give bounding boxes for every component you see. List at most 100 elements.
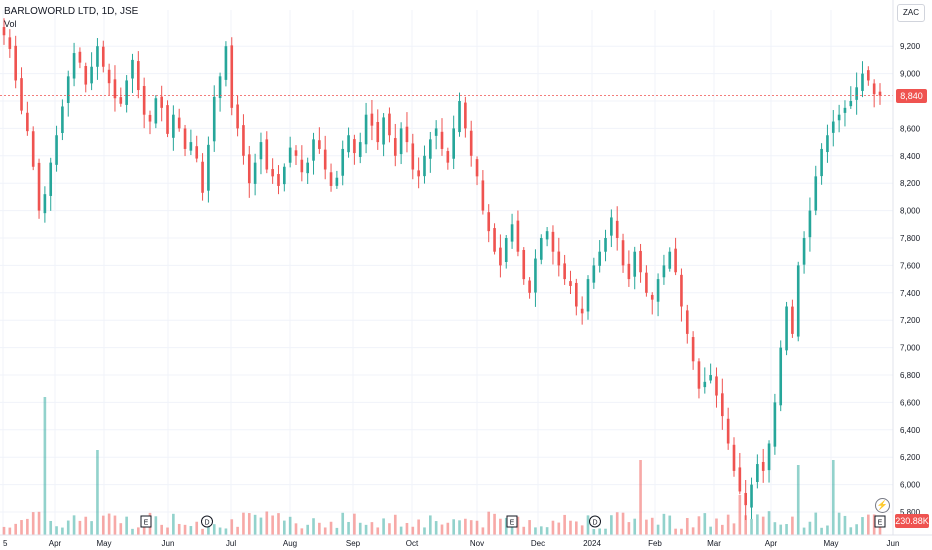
volume-bar (411, 526, 415, 535)
volume-bar (872, 514, 876, 535)
volume-bar (84, 516, 88, 535)
candle-body (499, 247, 502, 266)
volume-bar (230, 519, 234, 535)
volume-bar (78, 520, 82, 535)
volume-bar (265, 511, 269, 535)
time-tick-label: Nov (470, 539, 484, 548)
earnings-marker[interactable]: E (140, 515, 152, 528)
svg-text:E: E (510, 520, 515, 527)
price-tick-label: 8,600 (900, 124, 921, 133)
volume-bar (201, 528, 204, 535)
candle-body (300, 159, 304, 173)
volume-bar (721, 524, 724, 535)
svg-text:D: D (204, 520, 209, 527)
candle-body (353, 139, 356, 154)
dividend-marker[interactable]: D (201, 515, 213, 528)
volume-bar (855, 524, 858, 535)
volume-bar (499, 518, 502, 535)
volume-bar (224, 528, 228, 535)
volume-bar (312, 518, 315, 535)
volume-bar (113, 515, 117, 535)
volume-bar (633, 518, 637, 535)
dividend-marker[interactable]: D (589, 515, 601, 528)
candle-body (598, 251, 601, 266)
volume-bar (715, 518, 718, 535)
volume-bar (8, 527, 12, 535)
volume-bar (306, 524, 309, 535)
candle-body (464, 102, 467, 129)
volume-bar (96, 450, 99, 535)
candle-body (452, 128, 455, 159)
candle-body (218, 76, 222, 99)
volume-bar (347, 521, 350, 535)
time-tick-label: Feb (648, 539, 662, 548)
volume-bar (534, 527, 537, 535)
volume-bar (119, 523, 123, 535)
volume-bar (90, 521, 93, 535)
volume-bar (61, 527, 64, 535)
volume-bar (195, 521, 199, 535)
candle-body (201, 161, 204, 193)
volume-bar (207, 522, 210, 535)
candle-body (715, 376, 718, 396)
volume-bar (177, 523, 181, 535)
candle-body (370, 113, 374, 126)
volume-bar (691, 527, 695, 535)
volume-bar (604, 528, 607, 535)
volume-bar (650, 517, 654, 535)
volume-bar (72, 515, 76, 535)
candle-body (680, 274, 683, 307)
candle-body (288, 147, 292, 163)
time-tick-label: Jul (226, 539, 236, 548)
volume-bar (662, 513, 666, 535)
candle-body (826, 135, 829, 153)
time-tick-label: May (823, 539, 838, 548)
volume-bar (405, 522, 409, 535)
candle-body (113, 79, 117, 99)
volume-bar (423, 527, 426, 535)
candle-body (230, 45, 234, 108)
candle-body (650, 294, 654, 300)
current-price-label: 8,840 (896, 88, 927, 103)
candle-body (417, 170, 420, 177)
candle-body (750, 484, 753, 508)
candle-body (101, 46, 105, 67)
currency-button[interactable]: ZAC (897, 4, 925, 22)
volume-bar (393, 514, 397, 535)
candle-body (411, 143, 415, 170)
price-axis[interactable]: 9,200 9,000 8,600 8,400 8,200 8,000 7,800 7,600… (900, 42, 921, 517)
volume-bar (166, 527, 169, 535)
candle-body (26, 112, 29, 132)
candle-body (84, 66, 88, 85)
earnings-marker[interactable]: E (506, 515, 518, 528)
time-axis[interactable]: 5 Apr May Jun Jul Aug Sep Oct Nov Dec 2024 Feb Mar Ap… (3, 539, 899, 548)
volume-bar (545, 527, 549, 535)
time-tick-label: Apr (765, 539, 778, 548)
current-volume-label: 230.88K (895, 514, 929, 528)
volume-bar (429, 515, 432, 535)
candle-body (49, 162, 53, 196)
earnings-marker[interactable]: E (874, 515, 886, 528)
volume-bar (528, 520, 531, 535)
time-tick-label: 2024 (583, 539, 601, 548)
volume-bar (796, 465, 800, 535)
volume-bar (551, 520, 555, 535)
candle-body (8, 37, 12, 49)
volume-bar (247, 513, 251, 535)
candle-body (277, 174, 280, 186)
volume-bar (288, 516, 292, 535)
candle-body (867, 70, 870, 81)
volume-bar (399, 526, 403, 535)
volume-bar (487, 511, 491, 535)
volume-bar (726, 514, 730, 535)
volume-bar (861, 517, 864, 535)
flash-icon[interactable]: ⚡ (875, 498, 890, 513)
volume-bar (14, 523, 17, 535)
candle-body (306, 162, 309, 174)
candle-body (855, 87, 858, 100)
candle-body (224, 46, 228, 80)
candlesticks (2, 18, 882, 521)
volume-bar (674, 528, 677, 535)
grid-lines (0, 10, 894, 535)
